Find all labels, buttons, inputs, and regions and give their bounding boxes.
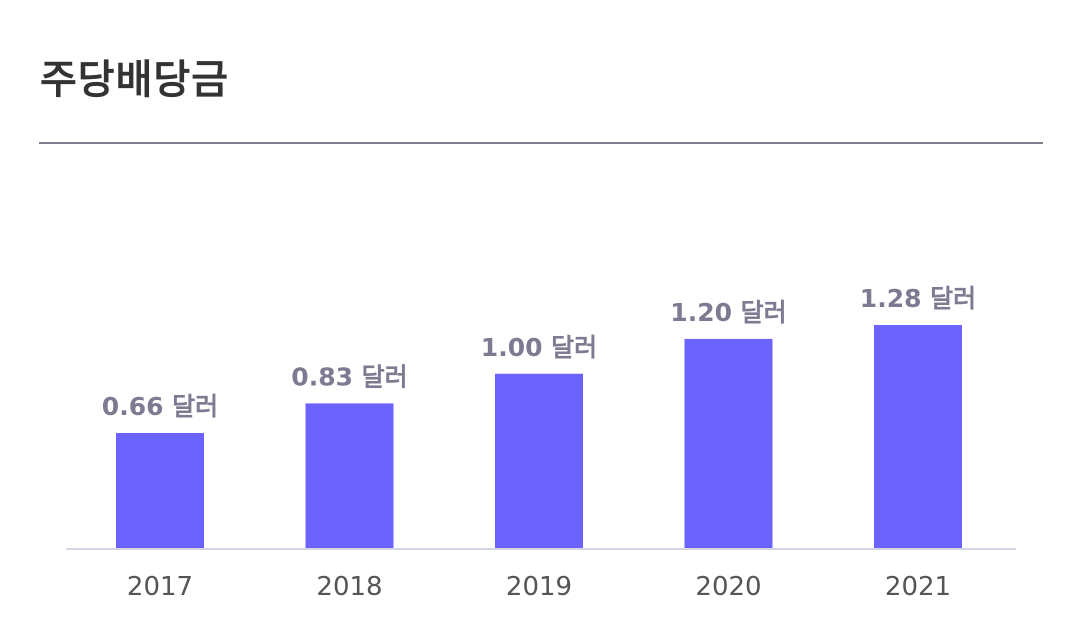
tick-label-2021: 2021 <box>885 572 951 602</box>
value-labels-layer: 0.66 달러 0.83 달러 1.00 달러 1.20 달러 1.28 달러 <box>102 284 976 421</box>
bar-2021 <box>874 325 962 548</box>
title-divider <box>39 142 1043 144</box>
value-label-2021: 1.28 달러 <box>860 284 976 313</box>
value-label-2018: 0.83 달러 <box>291 362 407 391</box>
tick-label-2017: 2017 <box>127 572 193 602</box>
tick-label-2020: 2020 <box>695 572 761 602</box>
bar-2020 <box>684 338 773 548</box>
tick-label-2018: 2018 <box>316 572 382 602</box>
bar-2019 <box>495 373 583 548</box>
value-label-2020: 1.20 달러 <box>670 298 786 327</box>
tick-label-2019: 2019 <box>506 572 572 602</box>
tick-labels-layer: 2017 2018 2019 2020 2021 <box>127 572 951 602</box>
bar-2017 <box>116 433 204 548</box>
value-label-2019: 1.00 달러 <box>481 333 597 362</box>
page-title: 주당배당금 <box>40 57 229 103</box>
bars-layer <box>116 325 962 548</box>
value-label-2017: 0.66 달러 <box>102 392 218 421</box>
bar-2018 <box>305 403 394 548</box>
